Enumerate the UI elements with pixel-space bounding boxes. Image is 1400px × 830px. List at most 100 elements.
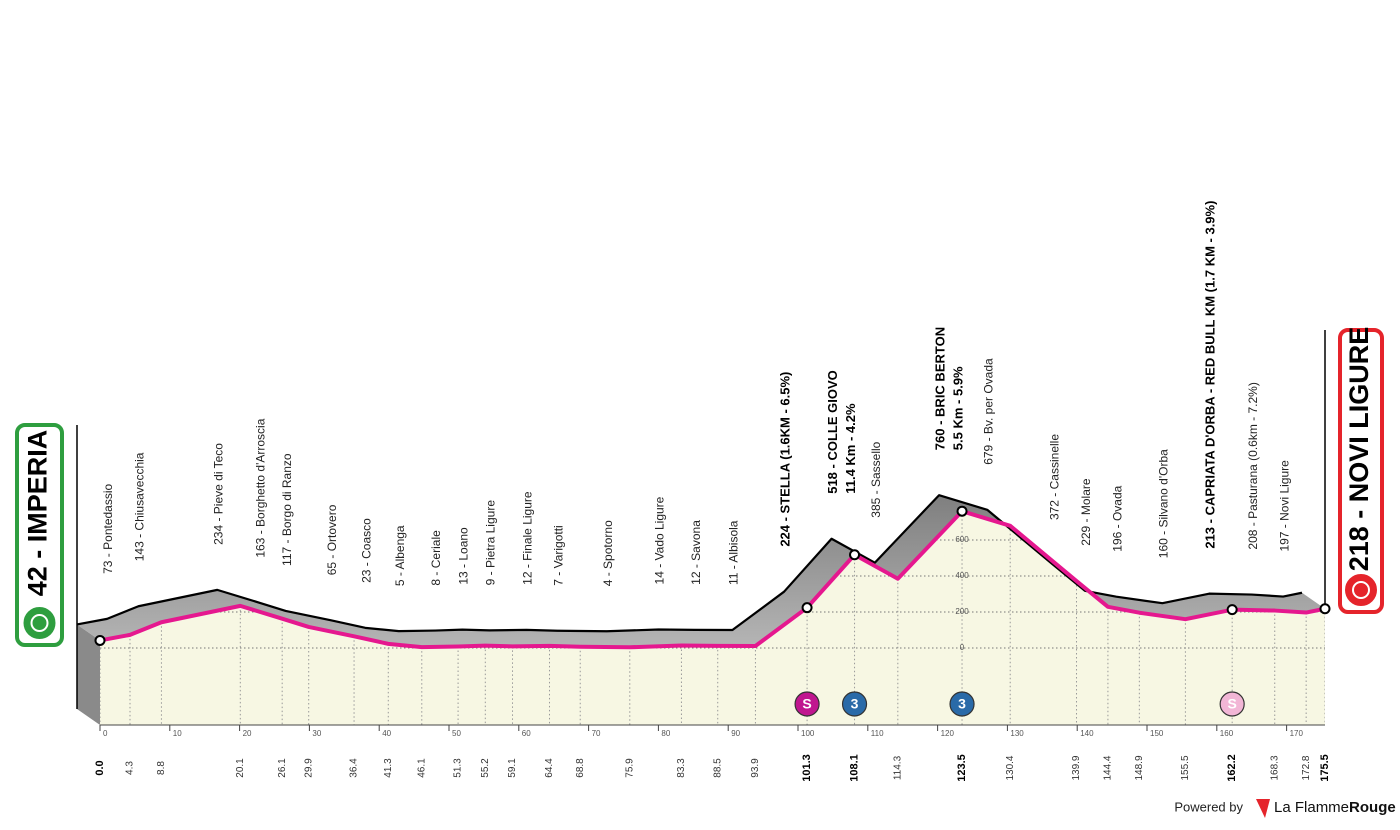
powered-by: Powered by: [1174, 799, 1243, 814]
km-label: 36.4: [349, 758, 360, 778]
footer: Powered by La FlammeRouge: [1174, 799, 1396, 818]
climb-icon: [841, 691, 868, 717]
x-tick-label: 80: [661, 729, 670, 738]
km-label: 83.3: [676, 758, 687, 778]
waypoint-label: 12 - Savona: [689, 520, 703, 585]
km-label: 114.3: [892, 755, 903, 780]
waypoint-label: 234 - Pieve di Teco: [211, 443, 225, 545]
x-tick-label: 20: [243, 729, 252, 738]
waypoint-label: 73 - Pontedassio: [101, 483, 115, 573]
x-tick-label: 30: [312, 729, 321, 738]
x-tick-label: 140: [1080, 729, 1094, 738]
climb-icon-label: 3: [851, 696, 859, 712]
waypoint-label: 8 - Ceriale: [429, 530, 443, 586]
x-tick-label: 60: [522, 729, 531, 738]
location-name: 218 - NOVI LIGURE: [1344, 327, 1374, 572]
waypoint-dot: [956, 505, 968, 517]
km-label: 144.4: [1103, 755, 1114, 780]
km-label: 108.1: [848, 754, 860, 782]
location-box: [1338, 328, 1384, 614]
location-name: 42 - IMPERIA: [23, 430, 53, 597]
waypoint-dot: [849, 549, 861, 561]
waypoint-label: 679 - Bv. per Ovada: [981, 358, 995, 465]
km-label: 139.9: [1071, 755, 1082, 780]
waypoint-label: 229 - Molare: [1079, 478, 1093, 546]
x-tick-label: 110: [871, 729, 884, 738]
location-icon-inner: [30, 614, 49, 632]
km-label: 46.1: [416, 758, 427, 778]
km-label: 20.1: [235, 758, 246, 778]
waypoint-label: 11 - Albisola: [727, 520, 741, 585]
brand-icon: [1256, 799, 1270, 818]
x-tick-label: 0: [103, 729, 108, 738]
km-label: 162.2: [1226, 754, 1238, 782]
waypoint-label: 13 - Loano: [456, 527, 470, 585]
location-box: [15, 423, 64, 647]
km-label: 88.5: [712, 758, 723, 778]
location-icon: [21, 605, 58, 641]
km-label: 55.2: [480, 758, 491, 778]
y-tick-label: 0: [960, 643, 965, 652]
x-tick-label: 100: [801, 729, 815, 738]
location-icon: [1343, 572, 1379, 608]
waypoint-label: 65 - Ortovero: [325, 504, 339, 575]
brand-first: La Flamme: [1274, 799, 1349, 816]
y-tick-label: 200: [955, 607, 969, 616]
km-label: 175.5: [1319, 754, 1331, 782]
km-label: 41.3: [383, 758, 394, 778]
location-icon-inner: [1352, 581, 1370, 599]
x-tick-label: 40: [382, 729, 391, 738]
km-label: 68.8: [575, 758, 586, 778]
km-label: 130.4: [1005, 755, 1016, 780]
profile-line: [99, 509, 1326, 650]
km-label: 4.3: [125, 761, 136, 775]
km-label: 75.9: [624, 758, 635, 778]
waypoint-sublabel: 5.5 Km - 5.9%: [950, 366, 965, 450]
waypoint-label: 12 - Finale Ligure: [521, 491, 535, 585]
waypoint-label: 760 - BRIC BERTON: [932, 327, 947, 450]
waypoint-label: 385 - Sassello: [869, 441, 883, 517]
waypoint-sublabel: 11.4 Km - 4.2%: [843, 403, 858, 494]
waypoint-label: 196 - Ovada: [1111, 485, 1125, 551]
waypoint-label: 5 - Albenga: [393, 525, 407, 586]
km-label: 101.3: [801, 754, 813, 782]
km-label: 172.8: [1301, 755, 1312, 780]
y-tick-label: 600: [955, 535, 969, 544]
side-face: [77, 624, 100, 725]
waypoint-dot: [1319, 603, 1331, 615]
climb-icon-label: 3: [958, 696, 966, 712]
waypoint-label: 143 - Chiusavecchia: [133, 452, 147, 561]
x-tick-label: 10: [173, 729, 182, 738]
waypoint-label: 224 - STELLA (1.6KM - 6.5%): [778, 372, 793, 547]
x-tick-label: 130: [1010, 729, 1024, 738]
waypoint-label: 372 - Cassinelle: [1048, 434, 1062, 520]
waypoint-label: 197 - Novi Ligure: [1277, 460, 1291, 552]
km-label: 59.1: [507, 758, 518, 778]
waypoint-label: 213 - CAPRIATA D'ORBA - RED BULL KM (1.7…: [1203, 201, 1218, 549]
km-label: 8.8: [156, 761, 167, 775]
km-label: 26.1: [277, 758, 288, 778]
x-tick-label: 150: [1150, 729, 1164, 738]
profile-top-edge: [76, 494, 1303, 633]
waypoint-label: 117 - Borgo di Ranzo: [280, 453, 294, 566]
x-tick-label: 90: [731, 729, 740, 738]
waypoint-label: 208 - Pasturana (0.6km - 7.2%): [1246, 382, 1260, 549]
waypoint-label: 23 - Coasco: [359, 518, 373, 583]
km-label: 148.9: [1134, 755, 1145, 780]
waypoint-label: 14 - Vado Ligure: [653, 496, 667, 584]
waypoint-dot: [94, 634, 106, 646]
climb-icon: [794, 691, 820, 717]
brand: La FlammeRouge: [1274, 799, 1396, 816]
km-label: 0.0: [94, 760, 106, 775]
waypoint-dot: [1226, 604, 1238, 616]
climb-icon: [1219, 691, 1245, 717]
y-tick-label: 400: [955, 571, 969, 580]
climb-icon-label: S: [1227, 696, 1236, 712]
waypoint-label: 9 - Pietra Ligure: [484, 500, 498, 586]
waypoint-label: 518 - COLLE GIOVO: [825, 370, 840, 494]
km-label: 29.9: [303, 758, 314, 778]
ground-area: [100, 511, 1325, 725]
waypoint-label: 4 - Spotorno: [601, 520, 615, 586]
climb-icon: [949, 691, 975, 717]
